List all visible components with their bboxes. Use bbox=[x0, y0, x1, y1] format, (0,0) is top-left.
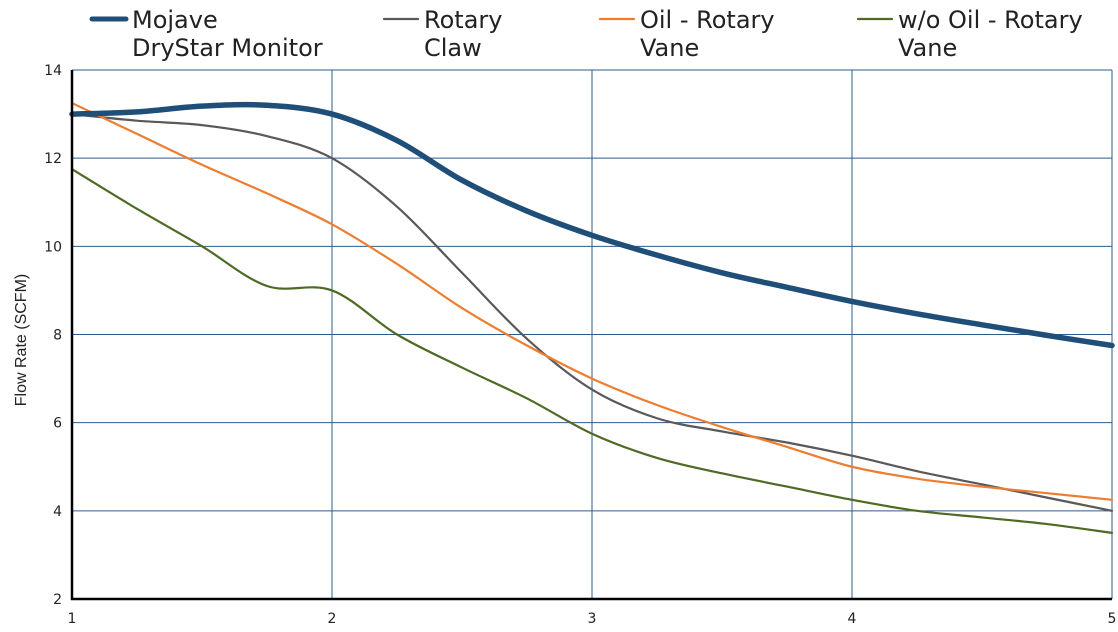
y-tick-label: 12 bbox=[44, 151, 62, 167]
x-tick-label: 2 bbox=[328, 611, 337, 627]
y-tick-label: 2 bbox=[53, 592, 62, 608]
y-tick-label: 6 bbox=[53, 416, 62, 432]
legend-label: Claw bbox=[424, 34, 482, 62]
x-tick-label: 5 bbox=[1108, 611, 1117, 627]
legend-label: Rotary bbox=[424, 6, 502, 34]
legend-label: Oil - Rotary bbox=[640, 6, 775, 34]
series-line-2 bbox=[70, 101, 1114, 501]
y-tick-label: 10 bbox=[44, 239, 62, 255]
series-line-0 bbox=[69, 101, 1115, 349]
legend-label: DryStar Monitor bbox=[132, 34, 323, 62]
series-line-3 bbox=[70, 168, 1114, 534]
legend-label: w/o Oil - Rotary bbox=[898, 6, 1083, 34]
x-tick-label: 1 bbox=[68, 611, 77, 627]
grid bbox=[72, 69, 1113, 599]
legend-label: Vane bbox=[898, 34, 957, 62]
axes bbox=[70, 70, 1112, 601]
x-tick-label: 3 bbox=[588, 611, 597, 627]
legend-label: Mojave bbox=[132, 6, 218, 34]
y-tick-label: 8 bbox=[53, 328, 62, 344]
y-tick-label: 4 bbox=[53, 504, 62, 520]
series-layer bbox=[69, 101, 1115, 534]
legend-label: Vane bbox=[640, 34, 699, 62]
series-line-1 bbox=[70, 112, 1114, 512]
x-tick-label: 4 bbox=[848, 611, 857, 627]
y-axis-label: Flow Rate (SCFM) bbox=[13, 274, 30, 406]
y-tick-label: 14 bbox=[44, 63, 62, 79]
